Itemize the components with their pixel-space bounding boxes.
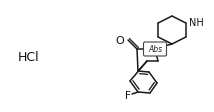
- Text: NH: NH: [189, 18, 204, 28]
- Text: F: F: [125, 90, 131, 100]
- Text: HCl: HCl: [18, 51, 40, 64]
- Text: O: O: [115, 36, 124, 46]
- Text: Abs: Abs: [148, 45, 162, 54]
- FancyBboxPatch shape: [144, 43, 166, 56]
